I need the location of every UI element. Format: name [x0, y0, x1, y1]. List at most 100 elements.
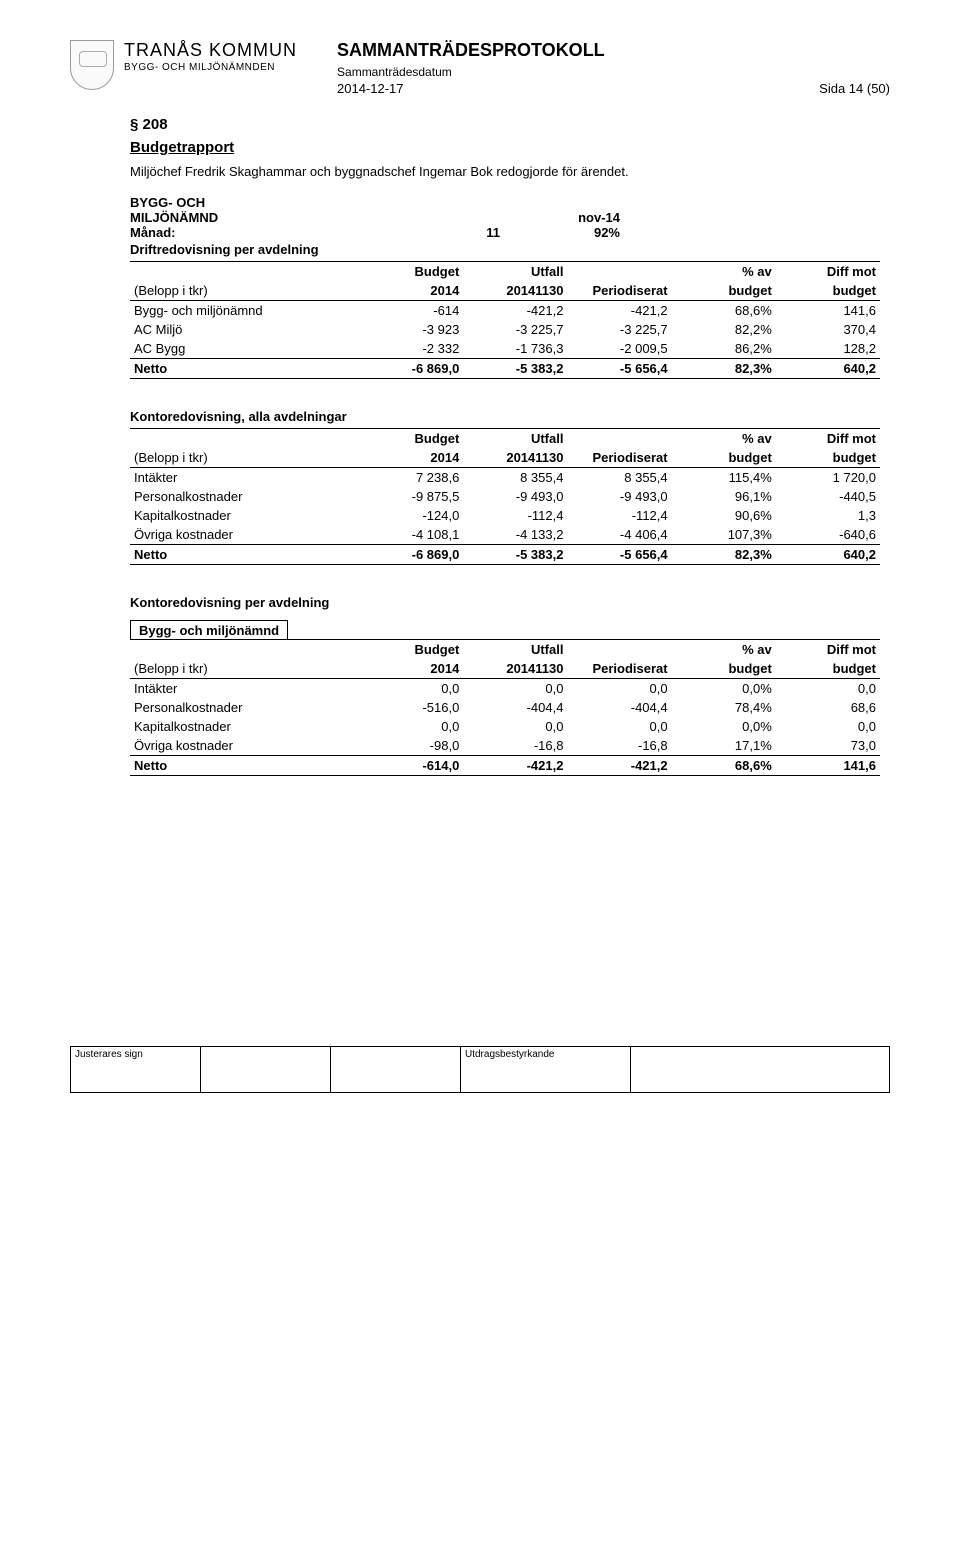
row-c3: 0,0	[567, 717, 671, 736]
konto-avd-title: Kontoredovisning per avdelning	[130, 595, 890, 610]
row-c1: -2 332	[359, 339, 463, 359]
col-period-b: Periodiserat	[567, 448, 671, 468]
row-label: Intäkter	[130, 679, 359, 699]
row-c4: 68,6%	[672, 301, 776, 321]
row-c5: 0,0	[776, 717, 880, 736]
row-c5: 1 720,0	[776, 468, 880, 488]
drift-month-label: Månad:	[130, 225, 380, 240]
netto-label: Netto	[130, 545, 359, 565]
netto-row: Netto-6 869,0-5 383,2-5 656,482,3%640,2	[130, 545, 880, 565]
row-c5: 68,6	[776, 698, 880, 717]
col-diff-b: budget	[776, 281, 880, 301]
col-utfall-b: 20141130	[463, 659, 567, 679]
konto-avd-box: Bygg- och miljönämnd	[130, 620, 288, 640]
row-c1: -614	[359, 301, 463, 321]
report-title: Budgetrapport	[130, 139, 890, 156]
row-label: Bygg- och miljönämnd	[130, 301, 359, 321]
row-c4: 96,1%	[672, 487, 776, 506]
footer-sign-box-1	[201, 1047, 331, 1093]
col-pct-a: % av	[672, 429, 776, 449]
col-diff-a: Diff mot	[776, 640, 880, 660]
col-period-b: Periodiserat	[567, 281, 671, 301]
drift-org-line2: MILJÖNÄMND	[130, 210, 380, 225]
row-c3: -4 406,4	[567, 525, 671, 545]
row-c1: -124,0	[359, 506, 463, 525]
row-c1: 7 238,6	[359, 468, 463, 488]
footer-right-label: Utdragsbestyrkande	[461, 1047, 631, 1093]
col-budget-b: 2014	[359, 659, 463, 679]
netto-c4: 68,6%	[672, 756, 776, 776]
row-label: AC Bygg	[130, 339, 359, 359]
row-c3: -16,8	[567, 736, 671, 756]
row-c4: 17,1%	[672, 736, 776, 756]
netto-c2: -5 383,2	[463, 545, 567, 565]
table-row: Övriga kostnader-98,0-16,8-16,817,1%73,0	[130, 736, 880, 756]
row-c4: 86,2%	[672, 339, 776, 359]
col-pct-a: % av	[672, 262, 776, 282]
netto-c3: -5 656,4	[567, 545, 671, 565]
row-label: Intäkter	[130, 468, 359, 488]
table-row: Personalkostnader-9 875,5-9 493,0-9 493,…	[130, 487, 880, 506]
table-row: Personalkostnader-516,0-404,4-404,478,4%…	[130, 698, 880, 717]
org-subtitle: BYGG- OCH MILJÖNÄMNDEN	[124, 62, 297, 74]
col-pct-b: budget	[672, 281, 776, 301]
col-utfall-a: Utfall	[463, 429, 567, 449]
netto-c1: -614,0	[359, 756, 463, 776]
row-c2: -421,2	[463, 301, 567, 321]
netto-c2: -5 383,2	[463, 359, 567, 379]
row-c5: 0,0	[776, 679, 880, 699]
drift-block: BYGG- OCH MILJÖNÄMND nov-14 Månad: 11 92…	[130, 195, 880, 379]
row-c1: 0,0	[359, 679, 463, 699]
drift-month-pct: 92%	[500, 225, 620, 240]
row-label: Personalkostnader	[130, 487, 359, 506]
row-label: Övriga kostnader	[130, 525, 359, 545]
table-row: AC Miljö-3 923-3 225,7-3 225,782,2%370,4	[130, 320, 880, 339]
row-c2: -1 736,3	[463, 339, 567, 359]
col-budget-b: 2014	[359, 448, 463, 468]
signature-table: Justerares sign Utdragsbestyrkande	[70, 1046, 890, 1093]
row-c5: 128,2	[776, 339, 880, 359]
footer-sign-box-2	[331, 1047, 461, 1093]
row-c2: 8 355,4	[463, 468, 567, 488]
col-budget-a: Budget	[359, 262, 463, 282]
org-name: TRANÅS KOMMUN	[124, 40, 297, 62]
row-c3: -421,2	[567, 301, 671, 321]
konto-avd-table: Budget Utfall % av Diff mot (Belopp i tk…	[130, 639, 880, 776]
netto-c4: 82,3%	[672, 545, 776, 565]
row-c1: -3 923	[359, 320, 463, 339]
netto-c1: -6 869,0	[359, 545, 463, 565]
drift-month-num: 11	[380, 225, 500, 240]
row-label: Kapitalkostnader	[130, 717, 359, 736]
drift-tbody: Bygg- och miljönämnd-614-421,2-421,268,6…	[130, 301, 880, 379]
drift-month-row: Månad: 11 92%	[130, 225, 880, 240]
col-utfall-b: 20141130	[463, 281, 567, 301]
row-c1: -4 108,1	[359, 525, 463, 545]
netto-c3: -421,2	[567, 756, 671, 776]
header-right: SAMMANTRÄDESPROTOKOLL Sammanträdesdatum …	[337, 40, 890, 96]
row-c2: -112,4	[463, 506, 567, 525]
row-label: Personalkostnader	[130, 698, 359, 717]
col-utfall-b: 20141130	[463, 448, 567, 468]
netto-row: Netto-614,0-421,2-421,268,6%141,6	[130, 756, 880, 776]
row-c2: -404,4	[463, 698, 567, 717]
row-c2: -3 225,7	[463, 320, 567, 339]
row-c3: -3 225,7	[567, 320, 671, 339]
header-left: TRANÅS KOMMUN BYGG- OCH MILJÖNÄMNDEN	[70, 40, 297, 90]
row-label: Övriga kostnader	[130, 736, 359, 756]
row-c3: -9 493,0	[567, 487, 671, 506]
page-number: Sida 14 (50)	[819, 81, 890, 96]
page-header: TRANÅS KOMMUN BYGG- OCH MILJÖNÄMNDEN SAM…	[70, 40, 890, 96]
col-pct-b: budget	[672, 448, 776, 468]
col-budget-a: Budget	[359, 640, 463, 660]
protocol-date-row: 2014-12-17 Sida 14 (50)	[337, 81, 890, 96]
konto-all-tbody: Intäkter7 238,68 355,48 355,4115,4%1 720…	[130, 468, 880, 565]
netto-c1: -6 869,0	[359, 359, 463, 379]
page-footer: Justerares sign Utdragsbestyrkande	[70, 1046, 890, 1093]
footer-sign-box-3	[631, 1047, 890, 1093]
row-c1: -516,0	[359, 698, 463, 717]
row-c1: -98,0	[359, 736, 463, 756]
table-row: AC Bygg-2 332-1 736,3-2 009,586,2%128,2	[130, 339, 880, 359]
table-row: Intäkter0,00,00,00,0%0,0	[130, 679, 880, 699]
row-c3: 8 355,4	[567, 468, 671, 488]
drift-org-row1: BYGG- OCH	[130, 195, 880, 210]
